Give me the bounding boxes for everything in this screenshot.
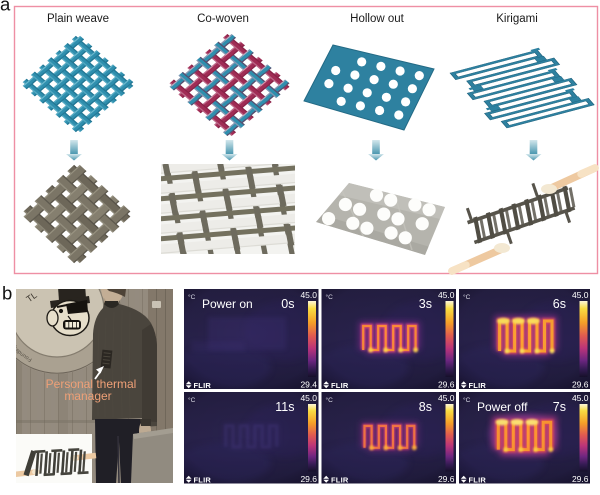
svg-text:Hollow out: Hollow out xyxy=(350,13,404,25)
svg-text:45.0: 45.0 xyxy=(438,393,455,403)
svg-text:29.6: 29.6 xyxy=(438,380,455,390)
svg-text:0s: 0s xyxy=(281,297,294,311)
svg-text:Power off: Power off xyxy=(477,400,528,414)
svg-text:Co-woven: Co-woven xyxy=(197,13,249,25)
svg-text:29.4: 29.4 xyxy=(300,380,317,390)
svg-text:°C: °C xyxy=(326,293,334,301)
svg-text:45.0: 45.0 xyxy=(300,290,317,300)
svg-text:3s: 3s xyxy=(419,297,432,311)
svg-text:45.0: 45.0 xyxy=(300,393,317,403)
svg-text:Power on: Power on xyxy=(202,297,253,311)
svg-text:TL: TL xyxy=(24,290,38,304)
svg-text:FLIR: FLIR xyxy=(469,381,487,390)
svg-text:11s: 11s xyxy=(275,400,294,414)
svg-text:6s: 6s xyxy=(553,297,566,311)
svg-text:8s: 8s xyxy=(419,400,432,414)
svg-text:45.0: 45.0 xyxy=(572,290,589,300)
svg-text:29.6: 29.6 xyxy=(572,380,589,390)
svg-text:°C: °C xyxy=(463,293,471,301)
svg-text:45.0: 45.0 xyxy=(572,393,589,403)
svg-text:FLIR: FLIR xyxy=(194,476,212,485)
svg-text:Personal thermal: Personal thermal xyxy=(46,377,137,391)
svg-text:°C: °C xyxy=(463,396,471,404)
svg-text:45.0: 45.0 xyxy=(438,290,455,300)
svg-text:b: b xyxy=(2,283,12,304)
svg-text:29.6: 29.6 xyxy=(300,474,317,484)
svg-text:29.6: 29.6 xyxy=(572,474,589,484)
svg-text:29.6: 29.6 xyxy=(438,474,455,484)
svg-text:°C: °C xyxy=(188,396,196,404)
svg-text:manager: manager xyxy=(64,389,111,403)
svg-text:FLIR: FLIR xyxy=(194,381,212,390)
svg-text:FLIR: FLIR xyxy=(331,476,349,485)
svg-text:7s: 7s xyxy=(553,400,566,414)
svg-text:a: a xyxy=(0,0,11,15)
svg-text:FLIR: FLIR xyxy=(331,381,349,390)
svg-text:Kirigami: Kirigami xyxy=(496,13,538,25)
svg-text:FLIR: FLIR xyxy=(469,476,487,485)
svg-text:°C: °C xyxy=(326,396,334,404)
svg-text:°C: °C xyxy=(188,293,196,301)
svg-text:Plain weave: Plain weave xyxy=(47,13,109,25)
